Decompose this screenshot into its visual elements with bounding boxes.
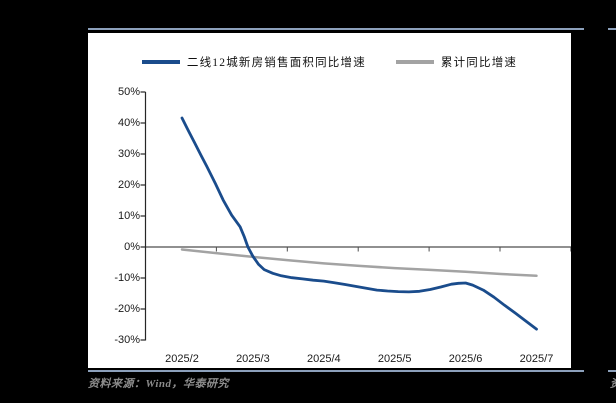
x-tick-label: 2025/7: [519, 353, 554, 365]
x-tick-label: 2025/3: [236, 353, 270, 365]
y-tick-label: 0%: [124, 241, 140, 253]
y-tick-label: -10%: [114, 272, 140, 284]
y-tick-label: 30%: [117, 148, 140, 160]
y-tick-label: 20%: [117, 179, 140, 191]
y-tick-label: 50%: [117, 86, 140, 98]
chart-panel: 二线12城新房销售面积同比增速 累计同比增速 50% 40% 30% 20% 10% 0%…: [88, 33, 571, 368]
x-tick-label: 2025/2: [165, 353, 199, 365]
legend-item-cumulative: 累计同比增速: [395, 54, 518, 70]
legend-line-swatch-gray: [395, 60, 434, 64]
adjacent-figure-top-rule: [608, 28, 616, 30]
source-attribution: 资料来源：Wind，华泰研究: [88, 378, 230, 390]
figure-top-rule: [88, 28, 584, 30]
adjacent-figure-bottom-rule: [608, 370, 616, 372]
series-line-0: [180, 116, 538, 331]
chart-legend: 二线12城新房销售面积同比增速 累计同比增速: [88, 54, 571, 70]
legend-label-cumulative: 累计同比增速: [440, 57, 518, 69]
x-tick-label: 2025/5: [377, 353, 412, 365]
adjacent-source-fragment: 资: [610, 375, 616, 391]
series-line-1: [180, 248, 538, 278]
y-tick-label: -20%: [114, 303, 140, 315]
y-tick-label: -30%: [114, 334, 140, 346]
figure-bottom-rule: [88, 370, 584, 372]
x-tick-label: 2025/4: [306, 353, 341, 365]
line-chart-plot: [140, 91, 571, 341]
y-tick-label: 40%: [117, 117, 140, 129]
x-tick-label: 2025/6: [448, 353, 483, 365]
legend-item-new-home-sales: 二线12城新房销售面积同比增速: [141, 54, 366, 70]
y-tick-label: 10%: [117, 210, 140, 222]
legend-label-new-home-sales: 二线12城新房销售面积同比增速: [186, 57, 366, 69]
legend-line-swatch-blue: [141, 60, 180, 64]
